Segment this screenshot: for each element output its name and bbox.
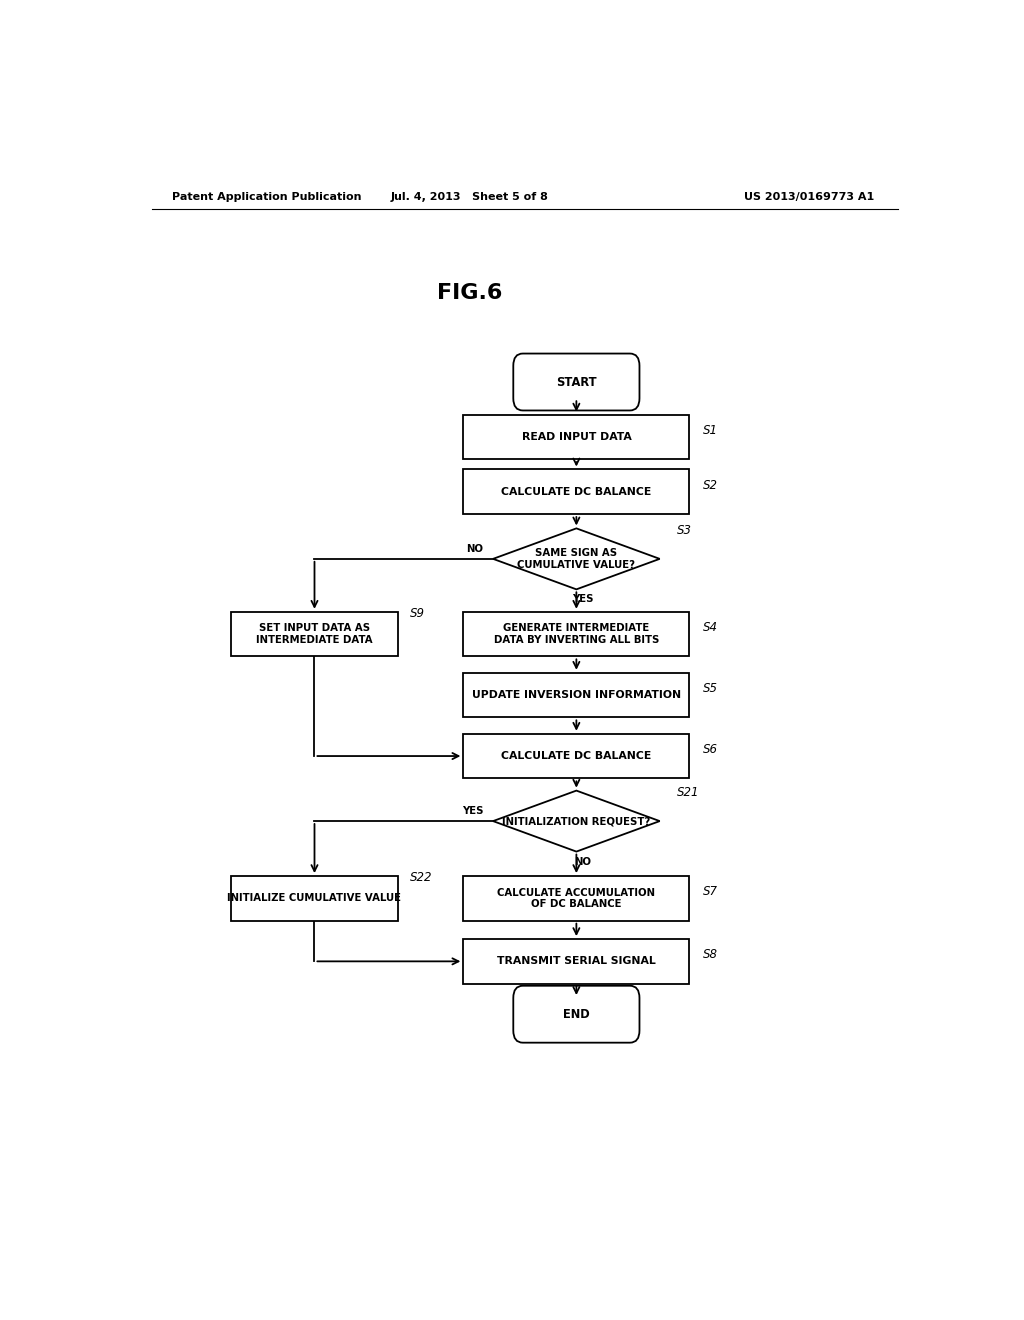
Text: S8: S8 bbox=[703, 948, 719, 961]
Text: S21: S21 bbox=[677, 785, 699, 799]
FancyBboxPatch shape bbox=[513, 354, 639, 411]
Text: S5: S5 bbox=[703, 682, 719, 696]
FancyBboxPatch shape bbox=[231, 611, 397, 656]
Text: NO: NO bbox=[467, 544, 483, 553]
FancyBboxPatch shape bbox=[463, 414, 689, 459]
Text: UPDATE INVERSION INFORMATION: UPDATE INVERSION INFORMATION bbox=[472, 690, 681, 700]
Text: S6: S6 bbox=[703, 743, 719, 756]
FancyBboxPatch shape bbox=[463, 673, 689, 718]
Text: CALCULATE DC BALANCE: CALCULATE DC BALANCE bbox=[502, 751, 651, 762]
FancyBboxPatch shape bbox=[463, 611, 689, 656]
FancyBboxPatch shape bbox=[463, 939, 689, 983]
FancyBboxPatch shape bbox=[513, 986, 639, 1043]
Text: NO: NO bbox=[574, 857, 591, 867]
Text: Jul. 4, 2013   Sheet 5 of 8: Jul. 4, 2013 Sheet 5 of 8 bbox=[390, 191, 548, 202]
Text: CALCULATE DC BALANCE: CALCULATE DC BALANCE bbox=[502, 487, 651, 496]
Text: READ INPUT DATA: READ INPUT DATA bbox=[521, 432, 631, 442]
Polygon shape bbox=[494, 791, 659, 851]
Text: FIG.6: FIG.6 bbox=[436, 282, 502, 302]
Text: SAME SIGN AS
CUMULATIVE VALUE?: SAME SIGN AS CUMULATIVE VALUE? bbox=[517, 548, 635, 570]
FancyBboxPatch shape bbox=[463, 734, 689, 779]
Text: START: START bbox=[556, 375, 597, 388]
Text: S4: S4 bbox=[703, 622, 719, 634]
Text: YES: YES bbox=[462, 807, 483, 816]
Text: S22: S22 bbox=[410, 871, 432, 884]
Text: S9: S9 bbox=[410, 607, 425, 620]
FancyBboxPatch shape bbox=[463, 876, 689, 921]
Text: TRANSMIT SERIAL SIGNAL: TRANSMIT SERIAL SIGNAL bbox=[497, 957, 655, 966]
Text: S3: S3 bbox=[677, 524, 692, 536]
Text: GENERATE INTERMEDIATE
DATA BY INVERTING ALL BITS: GENERATE INTERMEDIATE DATA BY INVERTING … bbox=[494, 623, 659, 645]
FancyBboxPatch shape bbox=[231, 876, 397, 921]
FancyBboxPatch shape bbox=[463, 470, 689, 515]
Text: S1: S1 bbox=[703, 424, 719, 437]
Text: YES: YES bbox=[572, 594, 594, 605]
Text: INITIALIZATION REQUEST?: INITIALIZATION REQUEST? bbox=[502, 816, 650, 826]
Text: END: END bbox=[563, 1007, 590, 1020]
Text: SET INPUT DATA AS
INTERMEDIATE DATA: SET INPUT DATA AS INTERMEDIATE DATA bbox=[256, 623, 373, 645]
Text: S7: S7 bbox=[703, 886, 719, 899]
Polygon shape bbox=[494, 528, 659, 589]
Text: US 2013/0169773 A1: US 2013/0169773 A1 bbox=[743, 191, 873, 202]
Text: S2: S2 bbox=[703, 479, 719, 492]
Text: INITIALIZE CUMULATIVE VALUE: INITIALIZE CUMULATIVE VALUE bbox=[227, 894, 401, 903]
Text: CALCULATE ACCUMULATION
OF DC BALANCE: CALCULATE ACCUMULATION OF DC BALANCE bbox=[498, 887, 655, 909]
Text: Patent Application Publication: Patent Application Publication bbox=[172, 191, 361, 202]
